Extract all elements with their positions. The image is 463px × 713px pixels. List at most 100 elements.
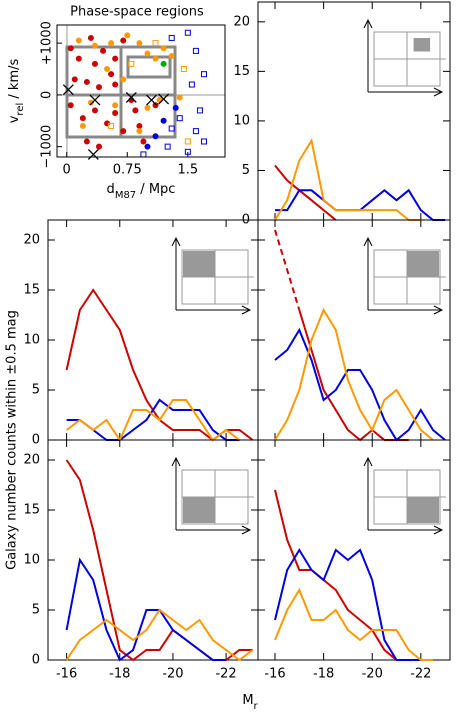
- point: [108, 71, 115, 78]
- y-axis-label-sub: rel: [15, 103, 26, 116]
- point: [112, 55, 119, 62]
- y-tick-label: 5: [242, 163, 250, 178]
- series-line: [274, 548, 433, 661]
- series-line: [65, 557, 227, 662]
- point: [79, 122, 86, 129]
- point: [144, 143, 151, 150]
- series-line: [274, 138, 421, 221]
- x-axis-label: Mr: [242, 693, 258, 712]
- point: [91, 107, 98, 114]
- x-tick-label: -22: [215, 667, 236, 682]
- inset-highlight: [407, 251, 439, 277]
- inset-axis-arrow: [363, 236, 373, 310]
- y-tick-label: 20: [23, 453, 40, 468]
- y-axis-label-rest: / km/s: [7, 59, 22, 103]
- inset-axis-arrow: [363, 456, 373, 530]
- point: [83, 78, 90, 85]
- y-axis-label: vrel / km/s: [7, 59, 26, 124]
- y-tick-label: 5: [32, 383, 40, 398]
- point: [112, 102, 119, 109]
- x-tick-label: -20: [162, 667, 183, 682]
- point: [164, 143, 171, 150]
- x-tick-label: -16: [264, 667, 285, 682]
- x-tick-label: -20: [362, 667, 383, 682]
- point: [128, 60, 135, 67]
- point: [136, 122, 143, 129]
- x-tick-label: -18: [109, 667, 130, 682]
- inset-axis-arrow: [176, 305, 252, 315]
- inset-axis-arrow: [171, 456, 181, 530]
- x-tick-label: -22: [410, 667, 431, 682]
- point: [120, 128, 127, 135]
- point: [184, 138, 191, 145]
- point: [91, 42, 98, 49]
- point: [104, 66, 111, 72]
- point: [112, 110, 119, 116]
- point: [71, 76, 78, 83]
- y-tick-label: 10: [233, 113, 250, 128]
- series-line: [66, 398, 240, 441]
- point: [108, 40, 115, 47]
- x-axis-label-main: d: [107, 182, 115, 197]
- series-line: [274, 307, 434, 441]
- inset-axis-arrow: [363, 18, 373, 92]
- y-tick-label: 0: [40, 91, 55, 99]
- point: [124, 32, 131, 39]
- point: [132, 107, 139, 114]
- chart-title: Phase-space regions: [70, 5, 204, 20]
- y-tick-label: 20: [233, 14, 250, 29]
- y-tick-label: 5: [32, 603, 40, 618]
- inset-axis-arrow: [171, 236, 181, 310]
- point: [67, 102, 74, 109]
- point: [152, 55, 159, 62]
- y-axis-label: Galaxy number counts within ±0.5 mag: [5, 310, 20, 570]
- inset-axis-arrow: [368, 87, 444, 97]
- x-axis-label: dM87 / Mpc: [107, 182, 176, 201]
- point: [120, 76, 127, 83]
- y-tick-label: 20: [23, 233, 40, 248]
- point: [67, 45, 74, 52]
- inset-highlight: [183, 497, 215, 523]
- point: [100, 47, 107, 54]
- y-axis-label-main: v: [7, 115, 22, 123]
- point: [96, 84, 102, 91]
- point: [96, 143, 102, 150]
- x-tick-label: 0.75: [113, 163, 142, 178]
- series-line: [274, 587, 433, 661]
- x-tick-label: 1.5: [178, 163, 199, 178]
- point: [168, 125, 175, 132]
- point: [192, 47, 199, 54]
- point: [180, 66, 187, 72]
- series-line: [65, 399, 241, 443]
- series-line: [274, 229, 301, 311]
- point: [160, 117, 167, 124]
- point: [140, 138, 147, 145]
- y-tick-label: 10: [23, 553, 40, 568]
- point: [87, 148, 99, 160]
- point: [172, 104, 179, 111]
- x-axis-label-main: M: [242, 693, 253, 708]
- point: [184, 148, 191, 155]
- point: [112, 81, 119, 88]
- point: [75, 37, 82, 44]
- point: [188, 81, 195, 88]
- point: [168, 34, 175, 41]
- point: [152, 133, 159, 140]
- y-tick-label: 15: [23, 283, 40, 298]
- x-tick-label: -16: [56, 667, 77, 682]
- x-axis-label-sub: r: [254, 701, 259, 712]
- point: [144, 104, 151, 111]
- plot-frame: [257, 439, 451, 661]
- point: [201, 138, 207, 145]
- inset-axis-arrow: [368, 305, 444, 315]
- point: [146, 94, 157, 106]
- y-tick-label: 0: [32, 653, 40, 668]
- region-box: [119, 93, 177, 139]
- region-box: [126, 55, 172, 79]
- point: [108, 122, 115, 129]
- inset-highlight: [407, 497, 439, 523]
- point: [89, 94, 101, 106]
- point: [62, 84, 74, 96]
